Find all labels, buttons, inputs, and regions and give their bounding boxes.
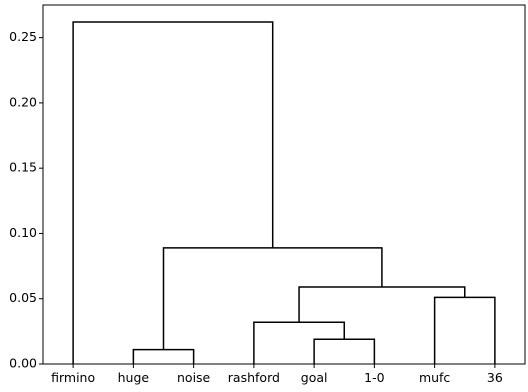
dendrogram-link-7 bbox=[72, 21, 274, 364]
dendrogram-link-5 bbox=[298, 286, 466, 323]
y-tick-label: 0.05 bbox=[9, 290, 37, 305]
leaf-label: 1-0 bbox=[364, 370, 384, 385]
leaf-label: noise bbox=[177, 370, 211, 385]
dendrogram-link-2 bbox=[313, 338, 376, 364]
dendrogram-link-6 bbox=[162, 247, 383, 350]
y-tick-label: 0.00 bbox=[9, 356, 37, 371]
leaf-label: rashford bbox=[228, 370, 280, 385]
y-tick-label: 0.25 bbox=[9, 29, 37, 44]
dendrogram-links bbox=[72, 21, 496, 364]
y-axis: 0.00 0.05 0.10 0.15 0.20 0.25 bbox=[9, 29, 43, 371]
dendrogram-link-4 bbox=[433, 296, 496, 364]
plot-frame bbox=[42, 4, 526, 365]
leaf-label: goal bbox=[301, 370, 328, 385]
y-tick-label: 0.15 bbox=[9, 160, 37, 175]
dendrogram-link-3 bbox=[253, 321, 345, 364]
leaf-label: firmino bbox=[51, 370, 95, 385]
y-tick-label: 0.20 bbox=[9, 94, 37, 109]
leaf-label: huge bbox=[118, 370, 150, 385]
leaf-label: 36 bbox=[487, 370, 503, 385]
dendrogram-link-1 bbox=[132, 348, 195, 364]
leaf-label: mufc bbox=[419, 370, 450, 385]
y-tick-label: 0.10 bbox=[9, 225, 37, 240]
x-axis: firmino huge noise rashford goal 1-0 mufc 36 bbox=[51, 364, 503, 385]
